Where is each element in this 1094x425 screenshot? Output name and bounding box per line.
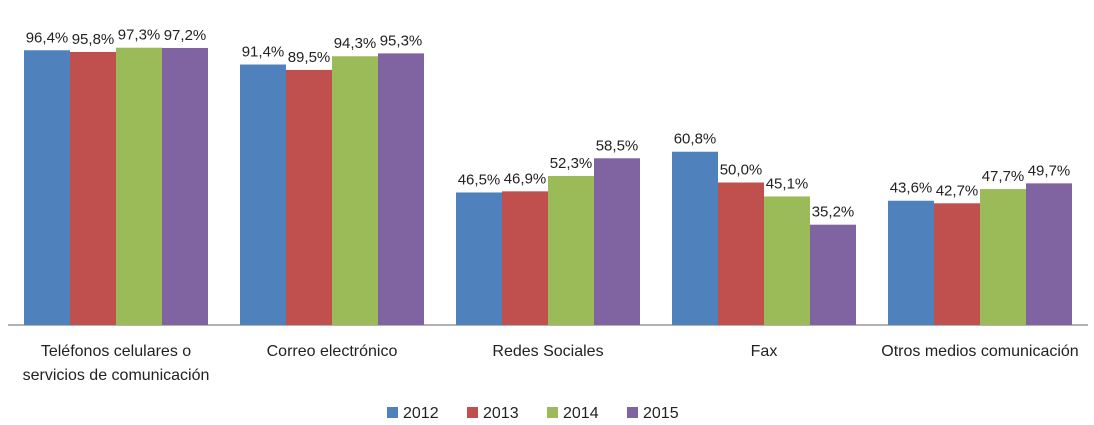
value-label: 50,0% xyxy=(720,162,763,179)
bar xyxy=(378,53,424,326)
value-label: 47,7% xyxy=(982,168,1025,185)
value-label: 58,5% xyxy=(596,137,639,154)
legend-swatch xyxy=(467,407,478,418)
legend-label: 2014 xyxy=(563,405,599,422)
value-label: 49,7% xyxy=(1028,162,1071,179)
x-tick-label: Redes Sociales xyxy=(492,343,604,360)
x-tick-label: Fax xyxy=(750,343,778,360)
bar xyxy=(240,64,286,325)
bar xyxy=(24,50,70,325)
value-label: 43,6% xyxy=(890,180,933,197)
bar xyxy=(70,51,116,325)
bar xyxy=(810,224,856,325)
x-tick-label: Otros medios comunicación xyxy=(881,343,1079,360)
value-label: 42,7% xyxy=(936,182,979,199)
value-label: 52,3% xyxy=(550,155,593,172)
legend-swatch xyxy=(547,407,558,418)
bar xyxy=(672,151,718,325)
value-label: 89,5% xyxy=(288,49,331,66)
bar xyxy=(502,191,548,325)
bar xyxy=(162,47,208,325)
bar xyxy=(934,203,980,325)
legend-label: 2013 xyxy=(483,405,519,422)
bar xyxy=(456,192,502,325)
bar xyxy=(718,182,764,325)
value-label: 95,8% xyxy=(72,31,115,48)
legend-label: 2015 xyxy=(643,405,679,422)
value-label: 94,3% xyxy=(334,35,377,52)
value-label: 91,4% xyxy=(242,44,285,61)
bar xyxy=(764,196,810,325)
value-label: 95,3% xyxy=(380,32,423,49)
value-label: 46,9% xyxy=(504,170,547,187)
bar xyxy=(980,189,1026,325)
legend-swatch xyxy=(627,407,638,418)
value-label: 60,8% xyxy=(674,131,717,148)
bar xyxy=(1026,183,1072,325)
bar xyxy=(594,158,640,325)
value-label: 96,4% xyxy=(26,29,69,46)
value-label: 46,5% xyxy=(458,171,501,188)
value-label: 97,3% xyxy=(118,27,161,44)
value-label: 97,2% xyxy=(164,27,207,44)
x-tick-label: Teléfonos celulares o servicios de comun… xyxy=(22,343,210,384)
bar xyxy=(888,200,934,325)
legend-label: 2012 xyxy=(403,405,439,422)
bar xyxy=(286,69,332,325)
x-tick-label: Correo electrónico xyxy=(266,343,398,360)
bar xyxy=(332,56,378,326)
bar xyxy=(548,175,594,325)
value-label: 35,2% xyxy=(812,204,855,221)
value-label: 45,1% xyxy=(766,175,809,192)
legend-swatch xyxy=(387,407,398,418)
bar xyxy=(116,47,162,325)
